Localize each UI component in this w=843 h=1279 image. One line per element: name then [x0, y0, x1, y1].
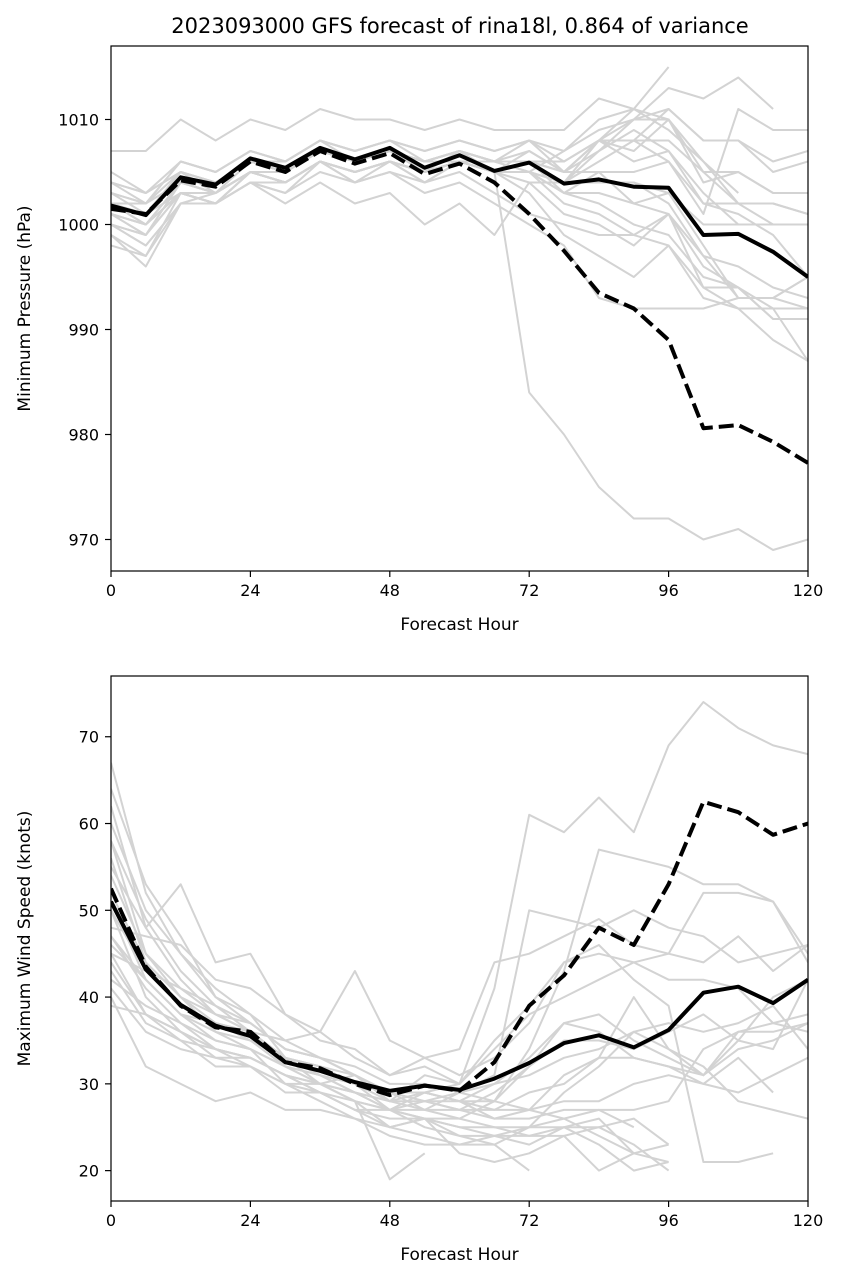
- wind-x-tick-label: 0: [106, 1211, 116, 1230]
- wind-y-tick-label: 60: [79, 815, 99, 834]
- pressure-x-axis-label: Forecast Hour: [400, 615, 518, 635]
- pressure-x-tick-label: 0: [106, 581, 116, 600]
- pressure-x-tick-label: 48: [380, 581, 400, 600]
- wind-ensemble-line-3: [111, 866, 808, 1059]
- pressure-dashed-line: [111, 149, 808, 465]
- pressure-ensemble-line-22: [111, 118, 774, 226]
- wind-ensemble-line-20: [111, 978, 670, 1146]
- wind-x-axis-label: Forecast Hour: [400, 1245, 518, 1265]
- wind-plot-area: [111, 701, 808, 1181]
- pressure-x-tick-label: 24: [240, 581, 260, 600]
- wind-ensemble-line-23: [111, 935, 808, 1146]
- pressure-ensemble-line-17: [111, 139, 808, 205]
- pressure-y-tick-label: 990: [68, 321, 99, 340]
- wind-x-tick-label: 120: [793, 1211, 824, 1230]
- wind-y-tick-label: 50: [79, 901, 99, 920]
- wind-ensemble-line-24: [111, 840, 808, 1103]
- wind-y-tick-label: 70: [79, 728, 99, 747]
- wind-y-tick-label: 20: [79, 1162, 99, 1181]
- wind-x-tick-label: 72: [519, 1211, 539, 1230]
- wind-axes-frame: [110, 675, 809, 1202]
- wind-ensemble-line-22: [111, 901, 774, 1163]
- pressure-y-tick-label: 1010: [58, 111, 99, 130]
- wind-ensemble-line-18: [111, 857, 635, 1137]
- wind-x-tick-label: 48: [380, 1211, 400, 1230]
- pressure-plot-area: [111, 66, 808, 551]
- wind-y-tick-label: 30: [79, 1075, 99, 1094]
- pressure-y-axis-label: Minimum Pressure (hPa): [15, 205, 35, 411]
- wind-ensemble-line-21: [111, 788, 808, 1111]
- pressure-x-tick-label: 96: [658, 581, 678, 600]
- pressure-ensemble-line-23: [111, 139, 808, 236]
- pressure-x-tick-label: 120: [793, 581, 824, 600]
- wind-ensemble-line-17: [111, 909, 635, 1172]
- pressure-y-tick-label: 1000: [58, 216, 99, 235]
- wind-y-tick-label: 40: [79, 988, 99, 1007]
- pressure-ensemble-line-18: [111, 97, 739, 194]
- wind-x-tick-label: 96: [658, 1211, 678, 1230]
- pressure-x-tick-label: 72: [519, 581, 539, 600]
- pressure-panel: 0 24 48 72 96 120 970 980 990 1000 1010 Forecast Ho…: [15, 45, 824, 635]
- wind-x-tick-label: 24: [240, 1211, 260, 1230]
- chart-title: 2023093000 GFS forecast of rina18l, 0.86…: [171, 14, 748, 38]
- wind-y-axis-label: Maximum Wind Speed (knots): [15, 811, 35, 1067]
- pressure-y-tick-label: 980: [68, 426, 99, 445]
- pressure-axes-frame: [110, 45, 809, 572]
- pressure-y-tick-label: 970: [68, 531, 99, 550]
- wind-panel: 0 24 48 72 96 120 20 30 40 50 60 70 Forecast Hour Max…: [15, 675, 824, 1265]
- wind-dashed-line: [111, 799, 808, 1098]
